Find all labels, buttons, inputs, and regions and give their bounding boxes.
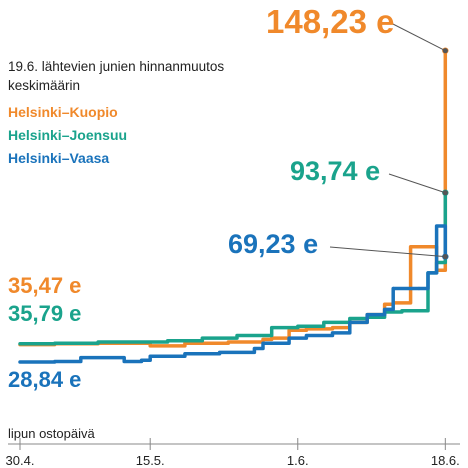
- x-axis: 30.4. 15.5. 1.6. 18.6. lipun ostopäivä: [6, 426, 460, 468]
- leader-dot-kuopio: [442, 48, 448, 54]
- series-line-joensuu: [18, 190, 448, 346]
- legend-vaasa: Helsinki–Vaasa: [8, 150, 110, 166]
- start-label-kuopio: 35,47 e: [8, 273, 82, 298]
- end-label-vaasa: 69,23 e: [228, 229, 319, 259]
- start-label-vaasa: 28,84 e: [8, 367, 82, 392]
- leader-dot-joensuu: [442, 190, 448, 196]
- x-tick-label: 15.5.: [136, 453, 165, 468]
- end-label-kuopio: 148,23 e: [266, 3, 395, 40]
- x-tick-label: 18.6.: [431, 453, 460, 468]
- legend-joensuu: Helsinki–Joensuu: [8, 127, 128, 143]
- legend-kuopio: Helsinki–Kuopio: [8, 104, 118, 120]
- x-tick-label: 1.6.: [287, 453, 309, 468]
- leader-line-joensuu: [388, 173, 446, 194]
- start-label-joensuu: 35,79 e: [8, 301, 82, 326]
- chart-subtitle: 19.6. lähtevien junien hinnanmuutos kesk…: [8, 59, 225, 93]
- leader-line-kuopio: [388, 21, 446, 52]
- series-line-vaasa: [18, 224, 448, 364]
- x-tick-label: 30.4.: [6, 453, 35, 468]
- leader-dot-vaasa: [442, 254, 448, 260]
- x-axis-label: lipun ostopäivä: [8, 426, 95, 441]
- leader-lines: [329, 21, 448, 260]
- leader-line-vaasa: [329, 246, 446, 258]
- end-label-joensuu: 93,74 e: [290, 156, 381, 186]
